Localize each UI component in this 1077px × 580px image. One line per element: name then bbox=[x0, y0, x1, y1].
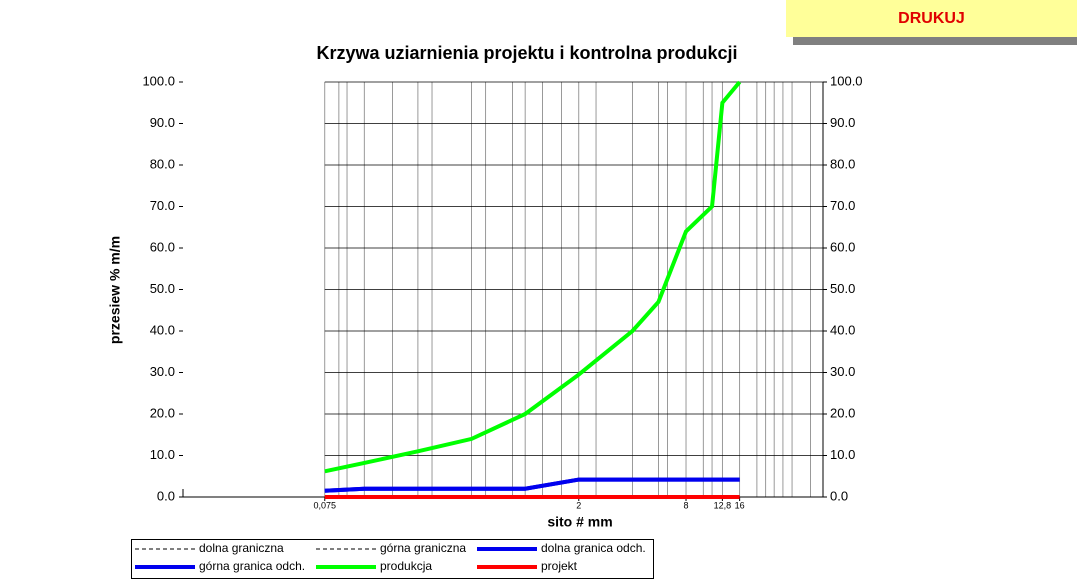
y2-tick-label: 0.0 bbox=[830, 488, 848, 503]
y2-tick-label: 60.0 bbox=[830, 239, 855, 254]
y-tick-label: 0.0 bbox=[157, 488, 175, 503]
x-tick-label: 0,075 bbox=[314, 500, 337, 510]
y-tick-label: 50.0 bbox=[150, 281, 175, 296]
y-tick-label: 30.0 bbox=[150, 364, 175, 379]
y-tick-label: 10.0 bbox=[150, 447, 175, 462]
legend-label: produkcja bbox=[380, 559, 432, 573]
legend-label: górna granica odch. bbox=[199, 559, 305, 573]
y2-tick-label: 70.0 bbox=[830, 198, 855, 213]
y-tick-label: 80.0 bbox=[150, 156, 175, 171]
y-tick-label: 90.0 bbox=[150, 115, 175, 130]
y2-tick-label: 30.0 bbox=[830, 364, 855, 379]
y-tick-label: 100.0 bbox=[142, 73, 175, 88]
x-axis-label: sito # mm bbox=[547, 514, 612, 530]
legend-label: dolna granica odch. bbox=[541, 541, 646, 555]
chart-title: Krzywa uziarnienia projektu i kontrolna … bbox=[316, 43, 737, 63]
legend-label: górna graniczna bbox=[380, 541, 466, 555]
y-tick-label: 60.0 bbox=[150, 239, 175, 254]
x-tick-label: 16 bbox=[735, 500, 745, 510]
x-tick-label: 2 bbox=[576, 500, 581, 510]
series-line bbox=[324, 477, 740, 493]
y-axis-label: przesiew % m/m bbox=[107, 236, 123, 344]
y2-tick-label: 20.0 bbox=[830, 405, 855, 420]
x-tick-label: 12,8 bbox=[714, 500, 732, 510]
y-tick-label: 70.0 bbox=[150, 198, 175, 213]
y2-tick-label: 100.0 bbox=[830, 73, 863, 88]
print-button[interactable]: DRUKUJ bbox=[786, 0, 1077, 37]
y2-tick-label: 90.0 bbox=[830, 115, 855, 130]
y2-tick-label: 50.0 bbox=[830, 281, 855, 296]
series-line bbox=[324, 80, 742, 474]
x-tick-label: 8 bbox=[684, 500, 689, 510]
y2-tick-label: 40.0 bbox=[830, 322, 855, 337]
legend-label: dolna graniczna bbox=[199, 541, 284, 555]
y-tick-label: 40.0 bbox=[150, 322, 175, 337]
y2-tick-label: 80.0 bbox=[830, 156, 855, 171]
legend-box bbox=[131, 539, 654, 579]
y-tick-label: 20.0 bbox=[150, 405, 175, 420]
legend-label: projekt bbox=[541, 559, 578, 573]
y2-tick-label: 10.0 bbox=[830, 447, 855, 462]
